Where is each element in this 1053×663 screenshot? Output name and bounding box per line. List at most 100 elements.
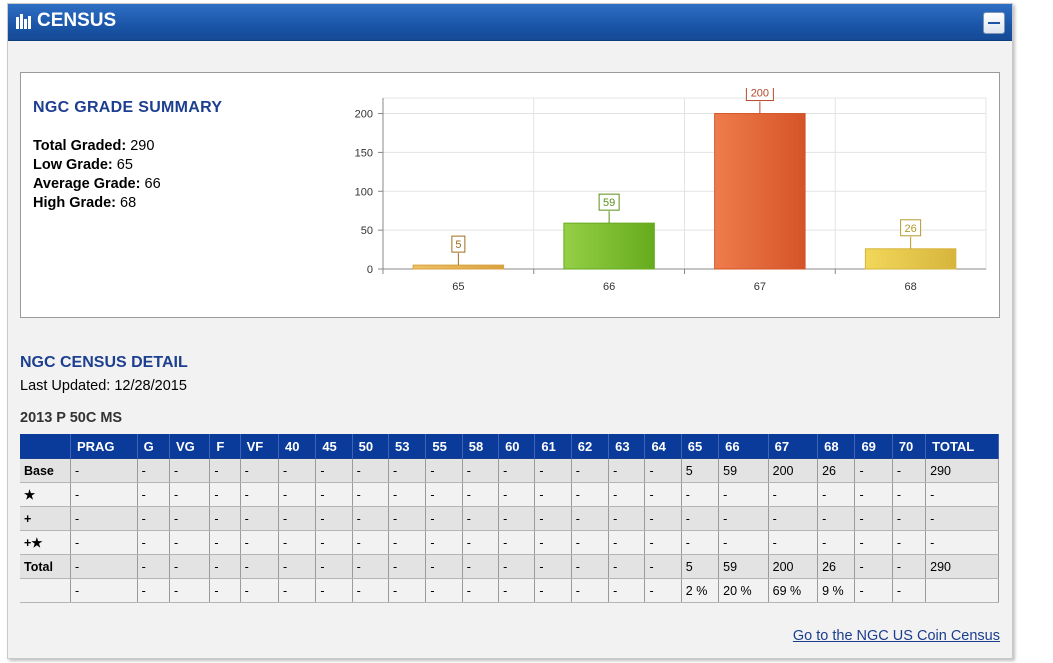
column-header: VG: [169, 434, 211, 459]
table-cell: -: [644, 458, 682, 483]
table-cell: 2 %: [681, 578, 720, 603]
table-cell: -: [718, 506, 769, 531]
data-label: 59: [603, 197, 615, 209]
coin-name: 2013 P 50C MS: [20, 410, 123, 426]
table-cell: -: [388, 554, 427, 579]
grade-summary-box: NGC GRADE SUMMARY Total Graded: 290 Low …: [20, 72, 1000, 318]
data-label: 26: [905, 223, 917, 235]
table-cell: -: [278, 578, 317, 603]
table-cell: -: [644, 530, 682, 555]
table-cell: -: [925, 506, 999, 531]
table-cell: -: [608, 554, 646, 579]
table-cell: -: [854, 458, 893, 483]
table-cell: -: [169, 530, 211, 555]
collapse-button[interactable]: [983, 12, 1005, 34]
table-cell: -: [892, 458, 927, 483]
table-cell: -: [278, 530, 317, 555]
table-cell: -: [608, 506, 646, 531]
table-cell: -: [315, 578, 353, 603]
x-tick-label: 67: [754, 281, 766, 293]
data-label-box: [451, 235, 466, 253]
last-updated: Last Updated: 12/28/2015: [20, 378, 187, 394]
table-cell: -: [817, 506, 856, 531]
panel-header: CENSUS: [8, 4, 1012, 41]
column-header: F: [209, 434, 241, 459]
table-cell: 290: [925, 554, 999, 579]
table-cell: 5: [681, 554, 720, 579]
table-cell: -: [498, 482, 536, 507]
table-cell: ★: [20, 482, 71, 507]
table-cell: -: [137, 530, 170, 555]
table-cell: -: [892, 578, 927, 603]
table-cell: +: [20, 506, 71, 531]
column-header: 65: [681, 434, 720, 459]
table-cell: -: [315, 530, 353, 555]
table-cell: -: [608, 530, 646, 555]
table-cell: -: [534, 578, 572, 603]
table-cell: -: [925, 530, 999, 555]
table-cell: Base: [20, 458, 71, 483]
table-cell: 59: [718, 554, 769, 579]
table-cell: -: [608, 578, 646, 603]
column-header: 64: [644, 434, 682, 459]
table-cell: -: [209, 554, 241, 579]
table-cell: -: [209, 482, 241, 507]
table-cell: -: [70, 506, 138, 531]
column-header: 66: [718, 434, 769, 459]
table-cell: -: [240, 530, 279, 555]
ngc-census-link[interactable]: Go to the NGC US Coin Census: [792, 628, 1000, 644]
table-cell: -: [70, 578, 138, 603]
table-row: Total - - - - - - - - - - - - - - - -5 59 200 26- -290: [20, 554, 999, 579]
table-cell: -: [209, 458, 241, 483]
data-label: 200: [751, 88, 769, 100]
data-label-box: [900, 219, 922, 237]
table-cell: -: [768, 506, 819, 531]
table-cell: -: [644, 506, 682, 531]
panel-title: CENSUS: [16, 10, 116, 32]
table-cell: -: [169, 506, 211, 531]
table-cell: -: [209, 578, 241, 603]
table-cell: +★: [20, 530, 71, 555]
table-cell: -: [498, 506, 536, 531]
high-grade-value: 68: [120, 195, 137, 211]
y-tick-label: 150: [355, 147, 373, 159]
data-label-box: [745, 88, 774, 102]
table-cell: 5: [681, 458, 720, 483]
table-cell: -: [817, 482, 856, 507]
table-cell: -: [240, 458, 279, 483]
table-cell: -: [137, 578, 170, 603]
table-cell: -: [608, 458, 646, 483]
data-label-box: [598, 193, 620, 211]
column-header: 60: [498, 434, 536, 459]
table-cell: -: [498, 458, 536, 483]
table-cell: -: [768, 530, 819, 555]
summary-stats: Total Graded: 290 Low Grade: 65 Average …: [33, 137, 161, 213]
column-header: 68: [817, 434, 856, 459]
table-cell: -: [240, 506, 279, 531]
table-row: + - - - - - - - - - - - - - - - - - - - - - - -: [20, 506, 999, 531]
census-panel: CENSUS NGC GRADE SUMMARY Total Graded: 2…: [7, 3, 1013, 659]
table-cell: -: [425, 530, 463, 555]
table-cell: -: [278, 458, 317, 483]
table-cell: -: [278, 482, 317, 507]
census-header-row: PRAG G VG F VF 40 45 50 53 55 58 60 61 62 63 64 65 66 67 68…: [20, 434, 999, 459]
table-cell: -: [315, 554, 353, 579]
table-cell: -: [892, 482, 927, 507]
table-cell: -: [137, 554, 170, 579]
table-cell: -: [498, 530, 536, 555]
column-header: G: [137, 434, 170, 459]
table-row: ★ - - - - - - - - - - - - - - - - - - - - - - -: [20, 482, 999, 507]
table-cell: -: [534, 554, 572, 579]
table-cell: -: [388, 530, 427, 555]
table-cell: -: [425, 482, 463, 507]
x-tick-label: 68: [905, 281, 917, 293]
table-cell: -: [571, 506, 610, 531]
table-cell: -: [70, 458, 138, 483]
column-header: 62: [571, 434, 610, 459]
y-tick-label: 200: [355, 109, 373, 121]
detail-title: NGC CENSUS DETAIL: [20, 354, 188, 371]
table-cell: -: [388, 482, 427, 507]
table-cell: -: [425, 458, 463, 483]
table-cell: -: [681, 506, 720, 531]
table-cell: -: [854, 482, 893, 507]
